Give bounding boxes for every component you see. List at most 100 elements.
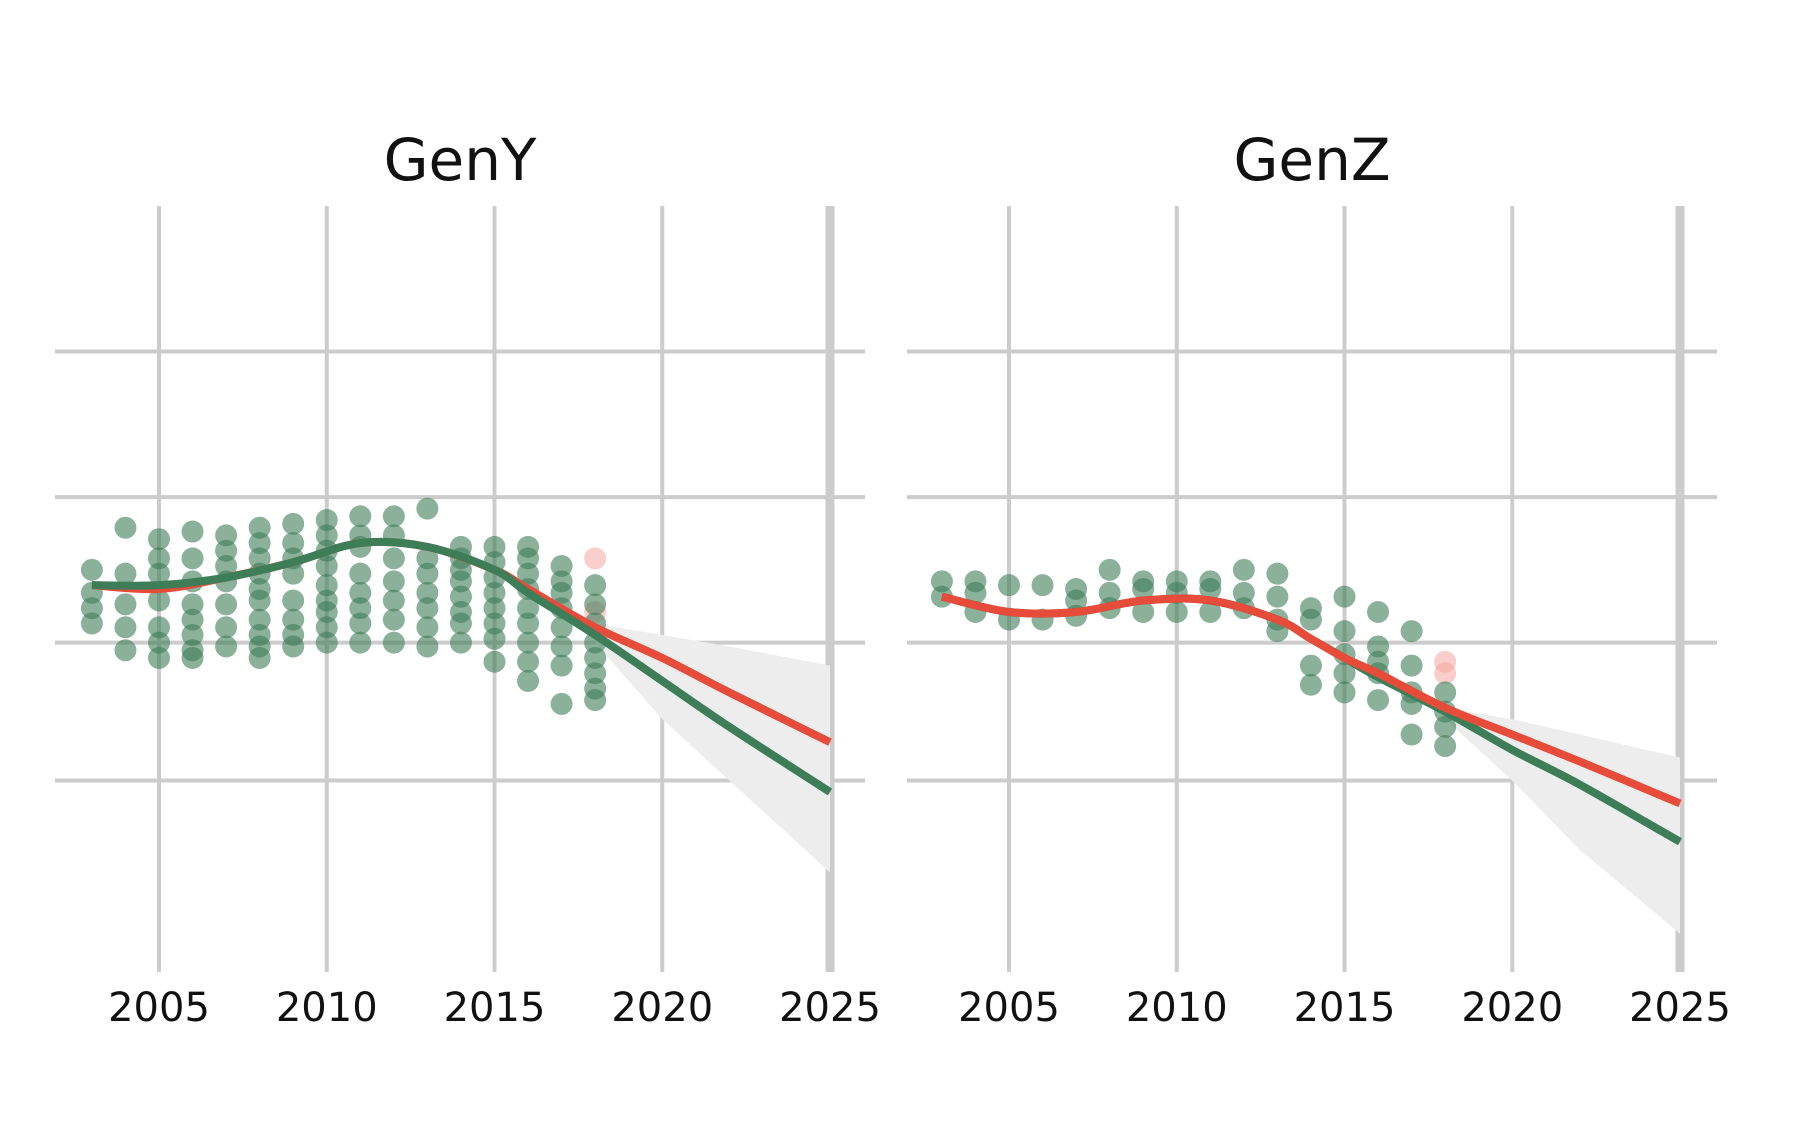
data-point [1232, 558, 1255, 581]
data-point [584, 574, 607, 597]
data-point [517, 669, 540, 692]
data-point [550, 692, 573, 715]
data-point [114, 593, 137, 616]
data-point [282, 512, 305, 535]
data-point [1367, 689, 1390, 712]
data-point [550, 635, 573, 658]
data-point [148, 547, 170, 570]
data-point [1400, 723, 1423, 746]
data-point [517, 612, 540, 635]
data-point [416, 597, 439, 620]
data-point [148, 528, 170, 551]
x-tick-label: 2005 [108, 985, 210, 1031]
x-tick-label: 2010 [276, 985, 378, 1031]
data-point [1434, 715, 1457, 738]
data-point [1434, 681, 1457, 704]
data-point [181, 608, 204, 631]
trend-lines [91, 537, 833, 796]
data-point [1299, 654, 1322, 677]
data-point [215, 539, 238, 562]
data-point [1434, 735, 1457, 758]
data-point [584, 593, 607, 616]
data-point [483, 612, 506, 635]
data-point [550, 555, 573, 578]
ribbon-area [1445, 707, 1680, 934]
data-point [315, 600, 338, 623]
data-point [449, 612, 472, 635]
data-point [181, 623, 204, 646]
data-point [483, 535, 506, 558]
confidence-ribbon [595, 623, 830, 873]
x-axis-tick-labels: 2005 2010 2015 2020 2025 [108, 985, 881, 1031]
x-tick-label: 2005 [958, 985, 1060, 1031]
trend-lines [940, 592, 1682, 846]
data-point [483, 627, 506, 650]
x-tick-label: 2020 [611, 985, 713, 1031]
data-point [1400, 654, 1423, 677]
data-point [282, 589, 305, 612]
data-point [416, 562, 439, 585]
data-point [248, 608, 271, 631]
data-point [248, 646, 271, 669]
data-point [181, 593, 204, 616]
data-point [584, 646, 607, 669]
data-point [349, 631, 372, 654]
data-point [517, 631, 540, 654]
data-point [416, 635, 439, 658]
data-point [282, 635, 305, 658]
data-point [998, 574, 1020, 597]
data-point [449, 585, 472, 608]
data-point [1132, 578, 1155, 600]
data-point [1266, 585, 1289, 608]
data-point [449, 570, 472, 593]
data-point [248, 589, 271, 612]
data-point [349, 581, 372, 604]
data-point [382, 547, 405, 570]
data-point [248, 532, 271, 555]
x-tick-label: 2010 [1126, 985, 1228, 1031]
trend-line-red [940, 592, 1682, 808]
data-point [114, 516, 137, 539]
trend-line-green [91, 537, 833, 796]
data-point [930, 570, 953, 593]
x-tick-label: 2025 [1629, 985, 1731, 1031]
data-point [1367, 600, 1390, 623]
data-point [483, 650, 506, 673]
data-point [349, 505, 372, 528]
data-point [1333, 620, 1356, 643]
data-point [1367, 635, 1390, 658]
data-point [1333, 585, 1356, 608]
data-point [148, 616, 170, 639]
data-point [449, 631, 472, 654]
data-point [1232, 581, 1255, 604]
data-point [416, 616, 439, 639]
data-point [416, 581, 439, 604]
data-point [964, 581, 987, 604]
data-point [517, 547, 540, 570]
data-point [1299, 608, 1322, 631]
data-point [148, 631, 170, 654]
data-point [382, 570, 405, 593]
x-tick-label: 2015 [444, 985, 546, 1031]
data-point [282, 532, 305, 555]
data-point [148, 646, 170, 669]
data-point [1199, 578, 1222, 600]
data-point [349, 597, 372, 620]
data-point [584, 662, 607, 685]
data-point [181, 547, 204, 570]
panel-genz: 2005 2010 2015 2020 2025 GenZ [907, 126, 1731, 1031]
data-point [349, 562, 372, 585]
data-point [1199, 600, 1222, 623]
data-point [148, 562, 170, 585]
data-point [349, 612, 372, 635]
x-tick-label: 2020 [1461, 985, 1563, 1031]
data-point [382, 505, 405, 528]
data-point [80, 612, 103, 635]
confidence-ribbon [1445, 707, 1680, 934]
data-point [181, 646, 204, 669]
data-point [248, 516, 271, 539]
data-point [248, 547, 271, 570]
data-point [315, 555, 338, 578]
